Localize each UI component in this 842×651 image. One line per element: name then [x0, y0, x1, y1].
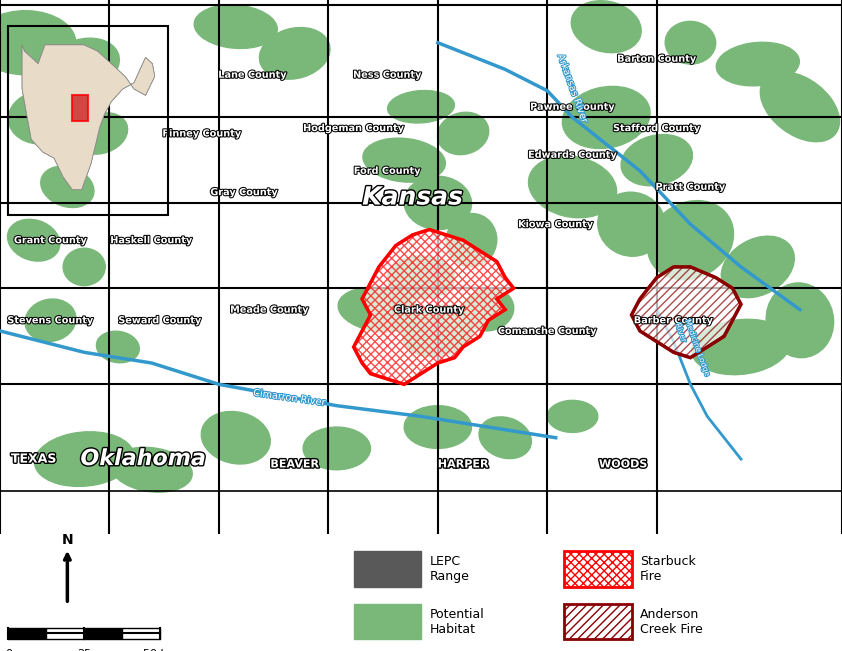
Bar — [564, 604, 632, 639]
Text: Kansas: Kansas — [362, 186, 463, 210]
Ellipse shape — [547, 400, 598, 432]
Text: Seward County: Seward County — [118, 315, 202, 326]
Text: Lane County: Lane County — [218, 70, 287, 79]
Text: BEAVER: BEAVER — [270, 460, 319, 469]
Ellipse shape — [63, 248, 105, 286]
Text: Kiowa County: Kiowa County — [518, 219, 594, 229]
Ellipse shape — [48, 38, 120, 90]
Ellipse shape — [362, 139, 446, 182]
Text: Hodgeman County: Hodgeman County — [303, 123, 404, 133]
Text: LEPC
Range: LEPC Range — [429, 555, 469, 583]
Text: Haskell County: Haskell County — [110, 235, 193, 245]
Text: Barber County: Barber County — [634, 315, 713, 326]
Ellipse shape — [765, 283, 834, 357]
Text: HARPER: HARPER — [438, 460, 488, 469]
Ellipse shape — [463, 288, 514, 331]
Text: Starbuck
Fire: Starbuck Fire — [640, 555, 695, 583]
Text: Meade County: Meade County — [230, 305, 309, 314]
Ellipse shape — [766, 70, 834, 144]
Ellipse shape — [7, 92, 77, 143]
PathPatch shape — [632, 267, 741, 357]
Text: Cimarron River: Cimarron River — [253, 387, 327, 408]
Ellipse shape — [479, 417, 531, 459]
Bar — [354, 604, 421, 639]
Text: Ford County: Ford County — [354, 166, 421, 176]
Text: Medicine Lodge
River: Medicine Lodge River — [674, 318, 712, 381]
Ellipse shape — [572, 1, 641, 53]
Ellipse shape — [717, 42, 799, 86]
Ellipse shape — [338, 288, 420, 332]
Text: Stevens County: Stevens County — [8, 315, 93, 326]
Ellipse shape — [721, 236, 795, 298]
Text: TEXAS: TEXAS — [11, 452, 56, 465]
Ellipse shape — [96, 331, 140, 363]
Ellipse shape — [646, 201, 735, 279]
Text: Edwards County: Edwards County — [528, 150, 617, 159]
Bar — [72, 94, 88, 121]
Text: N: N — [61, 533, 73, 547]
Polygon shape — [22, 45, 155, 189]
Text: Anderson
Creek Fire: Anderson Creek Fire — [640, 607, 703, 636]
Ellipse shape — [74, 113, 128, 154]
Ellipse shape — [403, 305, 472, 357]
Text: Ness County: Ness County — [353, 70, 422, 79]
Text: Finney County: Finney County — [163, 128, 242, 139]
Text: Pawnee County: Pawnee County — [530, 102, 615, 112]
Ellipse shape — [690, 320, 791, 374]
Ellipse shape — [596, 193, 667, 255]
Text: 50 km: 50 km — [142, 649, 178, 651]
Text: Oklahoma: Oklahoma — [80, 449, 206, 469]
Ellipse shape — [404, 406, 472, 449]
Ellipse shape — [664, 21, 717, 64]
Text: Comanche County: Comanche County — [498, 326, 597, 336]
Text: Pratt County: Pratt County — [655, 182, 726, 192]
Text: WOODS: WOODS — [599, 460, 647, 469]
Ellipse shape — [110, 448, 193, 492]
Polygon shape — [22, 45, 155, 189]
Ellipse shape — [0, 10, 76, 75]
PathPatch shape — [354, 230, 514, 384]
Ellipse shape — [195, 4, 276, 49]
Ellipse shape — [7, 220, 61, 260]
Ellipse shape — [562, 86, 650, 148]
Ellipse shape — [303, 427, 370, 470]
Ellipse shape — [23, 300, 78, 340]
Ellipse shape — [202, 411, 269, 464]
Ellipse shape — [621, 134, 692, 186]
Ellipse shape — [259, 27, 330, 79]
Bar — [72, 94, 88, 121]
Bar — [8, 628, 46, 639]
Text: Arkansas River: Arkansas River — [556, 53, 590, 125]
Text: Gray County: Gray County — [210, 187, 278, 197]
Text: Grant County: Grant County — [14, 235, 87, 245]
Text: Stafford County: Stafford County — [613, 123, 701, 133]
Text: Clark County: Clark County — [394, 305, 465, 314]
Text: Potential
Habitat: Potential Habitat — [429, 607, 484, 636]
Text: Barton County: Barton County — [617, 54, 696, 64]
Bar — [46, 628, 84, 639]
Ellipse shape — [40, 166, 94, 208]
Ellipse shape — [35, 431, 133, 487]
Text: 25: 25 — [77, 649, 91, 651]
Ellipse shape — [530, 155, 615, 219]
Ellipse shape — [388, 90, 454, 124]
Ellipse shape — [387, 256, 455, 299]
Bar — [84, 628, 122, 639]
Bar — [564, 551, 632, 587]
Text: 0: 0 — [5, 649, 12, 651]
Ellipse shape — [437, 113, 489, 154]
Ellipse shape — [404, 176, 472, 230]
Ellipse shape — [444, 214, 499, 266]
Bar — [354, 551, 421, 587]
Bar — [122, 628, 160, 639]
